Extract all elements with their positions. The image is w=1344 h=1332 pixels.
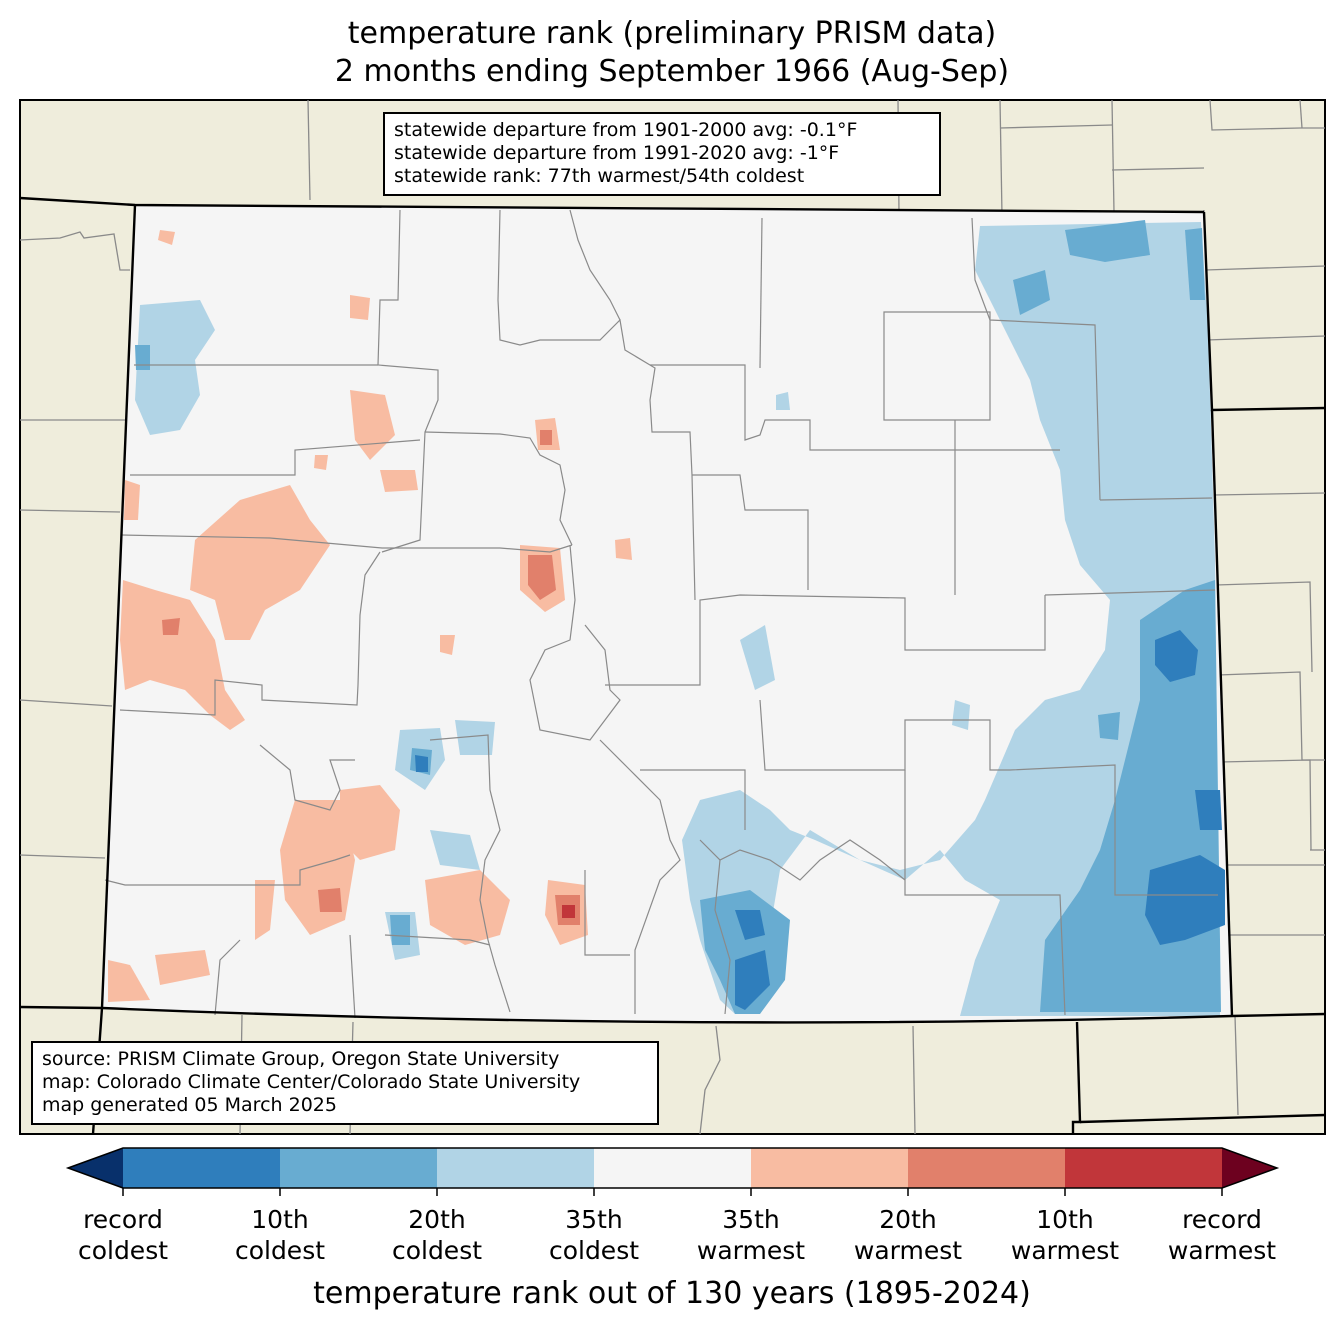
statewide-stats-box: statewide departure from 1901-2000 avg: … (383, 112, 941, 196)
stats-departure-1991-2020: statewide departure from 1991-2020 avg: … (394, 142, 840, 164)
colorbar-bin-20th-35th-coldest (437, 1148, 594, 1188)
colorbar-axis-label: temperature rank out of 130 years (1895-… (313, 1276, 1031, 1311)
colorbar-bin-near-normal (594, 1148, 751, 1188)
colorbar-tick-label: 20th coldest (391, 1205, 483, 1265)
colorbar-bin-record-10th-coldest (123, 1148, 280, 1188)
colorbar-tick-label: 35th coldest (548, 1205, 640, 1265)
colorbar-tick-label: 35th warmest (696, 1205, 806, 1265)
county-lines (104, 209, 1218, 1019)
colorbar-bin-10th-20th-coldest (280, 1148, 437, 1188)
colorbar-tick-label: 20th warmest (853, 1205, 963, 1265)
source-line: source: PRISM Climate Group, Oregon Stat… (42, 1048, 560, 1070)
stats-statewide-rank: statewide rank: 77th warmest/54th coldes… (394, 165, 805, 187)
colorbar-tick-label: 10th warmest (1010, 1205, 1120, 1265)
map-credit-line: map: Colorado Climate Center/Colorado St… (42, 1071, 581, 1093)
colorbar-tick-label: record warmest (1167, 1205, 1277, 1265)
source-box: source: PRISM Climate Group, Oregon Stat… (31, 1041, 659, 1125)
colorbar-bin-35th-20th-warmest (751, 1148, 908, 1188)
colorbar-tick-label: record coldest (77, 1205, 169, 1265)
generated-date-line: map generated 05 March 2025 (42, 1094, 337, 1116)
cold-anomaly-areas (135, 220, 1225, 1016)
colorbar-bin-20th-10th-warmest (908, 1148, 1065, 1188)
colorbar-extend-warmest (1222, 1148, 1277, 1188)
warm-anomaly-areas (108, 230, 632, 1002)
map-title-line1: temperature rank (preliminary PRISM data… (347, 16, 997, 51)
colorbar (65, 1147, 1280, 1196)
map-title-line2: 2 months ending September 1966 (Aug-Sep) (334, 54, 1010, 89)
colorbar-bin-10th-record-warmest (1065, 1148, 1222, 1188)
colorbar-extend-coldest (68, 1148, 123, 1188)
stats-departure-1901-2000: statewide departure from 1901-2000 avg: … (394, 119, 858, 141)
colorbar-tick-label: 10th coldest (234, 1205, 326, 1265)
